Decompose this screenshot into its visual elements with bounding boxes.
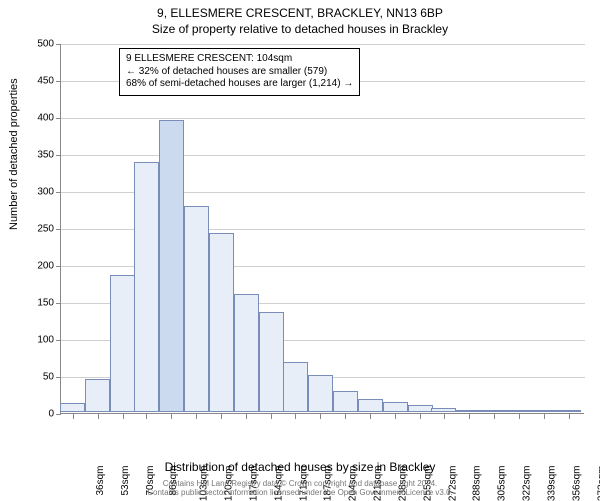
ytick-mark (56, 81, 61, 82)
bar (481, 410, 506, 412)
bar (184, 206, 209, 412)
xtick-mark (444, 414, 445, 419)
xtick-mark (123, 414, 124, 419)
grid-line (61, 44, 585, 45)
footer-line-1: Contains HM Land Registry data © Crown c… (0, 479, 600, 489)
x-axis-label: Distribution of detached houses by size … (0, 460, 600, 474)
annotation-box: 9 ELLESMERE CRESCENT: 104sqm ← 32% of de… (119, 48, 360, 96)
xtick-mark (569, 414, 570, 419)
ytick-label: 500 (14, 39, 54, 50)
xtick-mark (295, 414, 296, 419)
footer-line-2: Contains public sector information licen… (0, 488, 600, 498)
xtick-mark (395, 414, 396, 419)
xtick-mark (494, 414, 495, 419)
xtick-mark (345, 414, 346, 419)
bar (308, 375, 333, 412)
xtick-mark (146, 414, 147, 419)
annotation-line-1: 9 ELLESMERE CRESCENT: 104sqm (126, 53, 353, 66)
xtick-mark (370, 414, 371, 419)
xtick-mark (271, 414, 272, 419)
ytick-mark (56, 155, 61, 156)
grid-line (61, 155, 585, 156)
xtick-mark (73, 414, 74, 419)
xtick-mark (420, 414, 421, 419)
bar (85, 379, 110, 412)
ytick-mark (56, 192, 61, 193)
ytick-mark (56, 266, 61, 267)
xtick-mark (246, 414, 247, 419)
bar (234, 294, 259, 412)
xtick-mark (544, 414, 545, 419)
xtick-mark (519, 414, 520, 419)
bar (408, 405, 433, 412)
ytick-mark (56, 414, 61, 415)
ytick-mark (56, 118, 61, 119)
xtick-mark (98, 414, 99, 419)
annotation-line-3: 68% of semi-detached houses are larger (… (126, 78, 353, 91)
xtick-mark (320, 414, 321, 419)
bar (134, 162, 159, 412)
bar (556, 410, 581, 412)
bar (110, 275, 135, 412)
bar (431, 408, 456, 412)
bar (60, 403, 85, 412)
ytick-label: 200 (14, 261, 54, 272)
bar (333, 391, 358, 412)
ytick-label: 400 (14, 113, 54, 124)
ytick-label: 100 (14, 335, 54, 346)
ytick-label: 350 (14, 150, 54, 161)
ytick-mark (56, 340, 61, 341)
chart-container: 9, ELLESMERE CRESCENT, BRACKLEY, NN13 6B… (0, 0, 600, 500)
xtick-mark (221, 414, 222, 419)
ytick-label: 50 (14, 372, 54, 383)
page-subtitle: Size of property relative to detached ho… (0, 20, 600, 36)
ytick-mark (56, 303, 61, 304)
bar (358, 399, 383, 412)
bar (456, 410, 481, 412)
footer-attribution: Contains HM Land Registry data © Crown c… (0, 479, 600, 498)
ytick-label: 150 (14, 298, 54, 309)
chart-area: 05010015020025030035040045050036sqm53sqm… (60, 44, 584, 414)
annotation-line-2: ← 32% of detached houses are smaller (57… (126, 66, 353, 79)
ytick-label: 250 (14, 224, 54, 235)
bar (531, 410, 556, 412)
xtick-mark (469, 414, 470, 419)
bar (283, 362, 308, 412)
xtick-mark (196, 414, 197, 419)
bar (209, 233, 234, 412)
bar (506, 410, 531, 412)
bar (259, 312, 284, 412)
plot-region: 05010015020025030035040045050036sqm53sqm… (60, 44, 584, 414)
ytick-label: 450 (14, 76, 54, 87)
ytick-mark (56, 377, 61, 378)
ytick-mark (56, 229, 61, 230)
page-title-address: 9, ELLESMERE CRESCENT, BRACKLEY, NN13 6B… (0, 0, 600, 20)
ytick-label: 0 (14, 409, 54, 420)
bar (159, 120, 184, 412)
bar (383, 402, 408, 412)
ytick-mark (56, 44, 61, 45)
xtick-mark (171, 414, 172, 419)
grid-line (61, 118, 585, 119)
ytick-label: 300 (14, 187, 54, 198)
